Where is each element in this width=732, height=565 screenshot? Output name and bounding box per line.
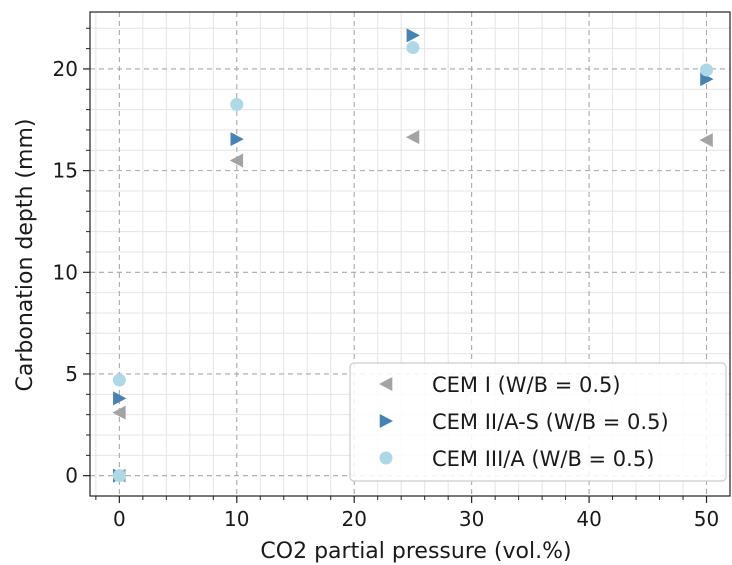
y-tick-label: 0: [65, 464, 78, 488]
x-tick-label: 10: [224, 507, 249, 531]
data-point-series-2: [406, 28, 420, 43]
data-points: [112, 28, 714, 483]
data-point-series-3: [112, 373, 126, 387]
x-tick-label: 20: [341, 507, 366, 531]
y-axis-label: Carbonation depth (mm): [13, 119, 38, 392]
data-point-series-3: [700, 63, 714, 77]
legend-marker-3: [379, 451, 393, 465]
x-tick-label: 30: [459, 507, 484, 531]
data-point-series-1: [699, 133, 713, 148]
y-tick-label: 15: [53, 159, 78, 183]
legend-marker-2: [379, 414, 393, 428]
plot-area-frame: [89, 11, 731, 497]
x-tick-label: 40: [576, 507, 601, 531]
data-point-series-1: [229, 153, 244, 168]
x-axis-label: CO2 partial pressure (vol.%): [260, 539, 571, 564]
data-point-series-3: [406, 41, 420, 55]
y-tick-label: 5: [65, 362, 78, 386]
legend-label-3: CEM III/A (W/B = 0.5): [432, 447, 654, 471]
data-point-series-3: [112, 469, 126, 483]
axis-ticks: [83, 27, 708, 503]
legend-label-2: CEM II/A-S (W/B = 0.5): [432, 410, 669, 434]
data-point-series-2: [113, 391, 127, 406]
legend-marker-1: [379, 377, 393, 391]
legend: CEM I (W/B = 0.5) CEM II/A-S (W/B = 0.5) C…: [349, 362, 727, 482]
data-point-series-2: [230, 132, 244, 147]
data-point-series-3: [230, 98, 244, 112]
data-point-series-1: [112, 405, 126, 420]
x-tick-label: 50: [694, 507, 719, 531]
data-point-series-1: [405, 130, 420, 145]
legend-label-1: CEM I (W/B = 0.5): [432, 373, 621, 397]
y-tick-label: 10: [53, 260, 78, 284]
tick-labels: 0 10 20 30 40 50 0 5 10 15 20: [53, 57, 720, 531]
legend-box: [349, 362, 727, 482]
x-tick-label: 0: [113, 507, 126, 531]
y-tick-label: 20: [53, 57, 78, 81]
